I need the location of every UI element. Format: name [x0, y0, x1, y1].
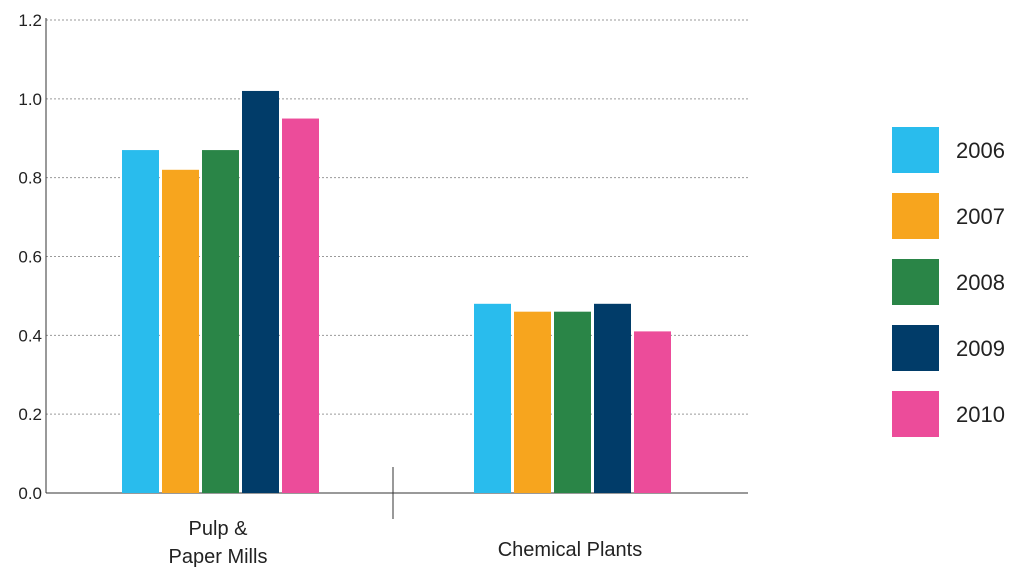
legend-label-2006: 2006 — [956, 138, 1005, 163]
y-tick-label: 0.4 — [18, 326, 42, 345]
bar-2008-pulp-paper-mills — [202, 150, 239, 493]
category-label: Pulp & Paper Mills — [169, 518, 268, 568]
legend-swatch-2007 — [892, 193, 939, 239]
bar-2007-chemical-plants — [514, 311, 551, 493]
legend-swatch-2009 — [892, 325, 939, 371]
y-tick-label: 1.0 — [18, 90, 42, 109]
bar-2010-chemical-plants — [634, 331, 671, 493]
bar-2006-chemical-plants — [474, 303, 511, 493]
bar-2009-pulp-paper-mills — [242, 90, 279, 493]
legend-label-2008: 2008 — [956, 270, 1005, 295]
legend-swatch-2006 — [892, 127, 939, 173]
category-label: Chemical Plants — [498, 539, 643, 561]
y-tick-label: 1.2 — [18, 11, 42, 30]
labels: 0.0 0.2 0.4 0.6 0.8 1.0 1.2 Pulp & Paper Mills Ch… — [18, 11, 642, 568]
bars — [122, 90, 671, 494]
y-tick-label: 0.8 — [18, 169, 42, 188]
legend-swatch-2008 — [892, 259, 939, 305]
legend-swatch-2010 — [892, 391, 939, 437]
bar-2010-pulp-paper-mills — [282, 118, 319, 494]
y-tick-label: 0.2 — [18, 405, 42, 424]
bar-2008-chemical-plants — [554, 311, 591, 493]
legend: 2006 2007 2008 2009 2010 — [892, 127, 1005, 437]
bar-2007-pulp-paper-mills — [162, 169, 199, 494]
y-tick-label: 0.6 — [18, 248, 42, 267]
legend-label-2007: 2007 — [956, 204, 1005, 229]
bar-2009-chemical-plants — [594, 303, 631, 493]
y-tick-label: 0.0 — [18, 484, 42, 503]
legend-label-2010: 2010 — [956, 402, 1005, 427]
legend-label-2009: 2009 — [956, 336, 1005, 361]
bar-2006-pulp-paper-mills — [122, 150, 159, 493]
